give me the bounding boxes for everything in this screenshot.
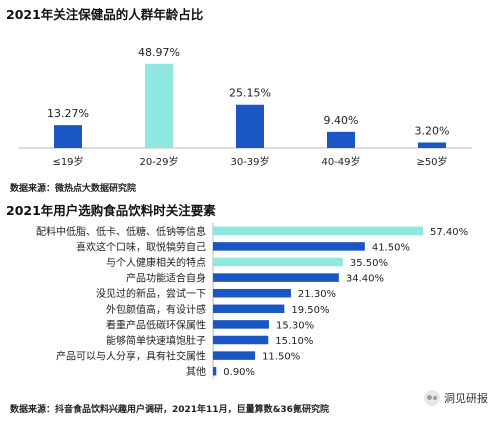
category-label: 与个人健康相关的特点 [106, 256, 206, 269]
bar [236, 104, 264, 148]
tick-label: 30-39岁 [230, 155, 269, 168]
category-label: 其他 [186, 365, 206, 378]
category-label: 喜欢这个口味，取悦犒劳自己 [76, 240, 206, 253]
bar [213, 335, 269, 345]
data-label: 15.30% [276, 320, 314, 331]
tick-label: ≤19岁 [52, 155, 83, 168]
bar [213, 351, 256, 360]
factors-bar-chart: 配料中低脂、低卡、低糖、低钠等信息 57.40% 喜欢这个口味，取悦犒劳自己 41.5… [36, 223, 468, 379]
tick-label: 40-49岁 [321, 155, 360, 168]
data-label: 57.40% [430, 227, 468, 238]
data-label: 41.50% [372, 242, 410, 253]
data-label: 3.20% [415, 124, 450, 137]
category-label: 看重产品低碳环保属性 [106, 318, 206, 331]
bar [145, 63, 173, 148]
category-label: 外包颜值高，有设计感 [106, 303, 206, 316]
category-label: 产品功能适合自身 [126, 272, 206, 285]
data-label: 48.97% [138, 46, 180, 59]
watermark-text: 洞见研报 [444, 392, 488, 405]
category-label: 配料中低脂、低卡、低糖、低钠等信息 [36, 225, 206, 238]
data-label: 11.50% [262, 352, 300, 363]
tick-label: 20-29岁 [139, 155, 178, 168]
data-label: 21.30% [298, 289, 336, 300]
chart2-source: 数据来源：抖音食品饮料兴趣用户调研，2021年11月，巨量算数&36氪研究院 [10, 405, 329, 415]
data-label: 13.27% [47, 107, 89, 120]
data-label: 35.50% [350, 258, 388, 269]
chart1-source: 数据来源：微热点大数据研究院 [10, 184, 137, 194]
data-label: 19.50% [291, 305, 329, 316]
bar [213, 257, 343, 267]
chart2-title: 2021年用户选购食品饮料时关注要素 [6, 203, 216, 218]
category-label: 能够简单快速填饱肚子 [106, 334, 206, 347]
data-label: 25.15% [229, 87, 271, 100]
bar [54, 125, 82, 148]
bar [213, 226, 423, 236]
bar [213, 273, 339, 282]
data-label: 9.40% [324, 114, 359, 127]
bar [213, 304, 285, 314]
category-label: 没见过的新品，尝试一下 [96, 287, 206, 300]
tick-label: ≥50岁 [416, 155, 447, 168]
data-label: 0.90% [223, 367, 255, 378]
chart1-title: 2021年关注保健品的人群年龄占比 [6, 7, 204, 22]
bar [213, 288, 291, 298]
watermark: 洞见研报 [424, 390, 488, 406]
bar [213, 366, 217, 376]
data-label: 15.10% [275, 336, 313, 347]
wechat-icon [424, 390, 440, 406]
age-bar-chart: 13.27% ≤19岁 48.97% 20-29岁 25.15% 30-39岁 9.40% 4… [18, 46, 472, 168]
bar [327, 131, 355, 148]
category-label: 产品可以与人分享，具有社交属性 [56, 350, 206, 363]
bar [213, 320, 269, 329]
data-label: 34.40% [346, 274, 384, 285]
bar [418, 142, 446, 148]
bar [213, 242, 365, 251]
